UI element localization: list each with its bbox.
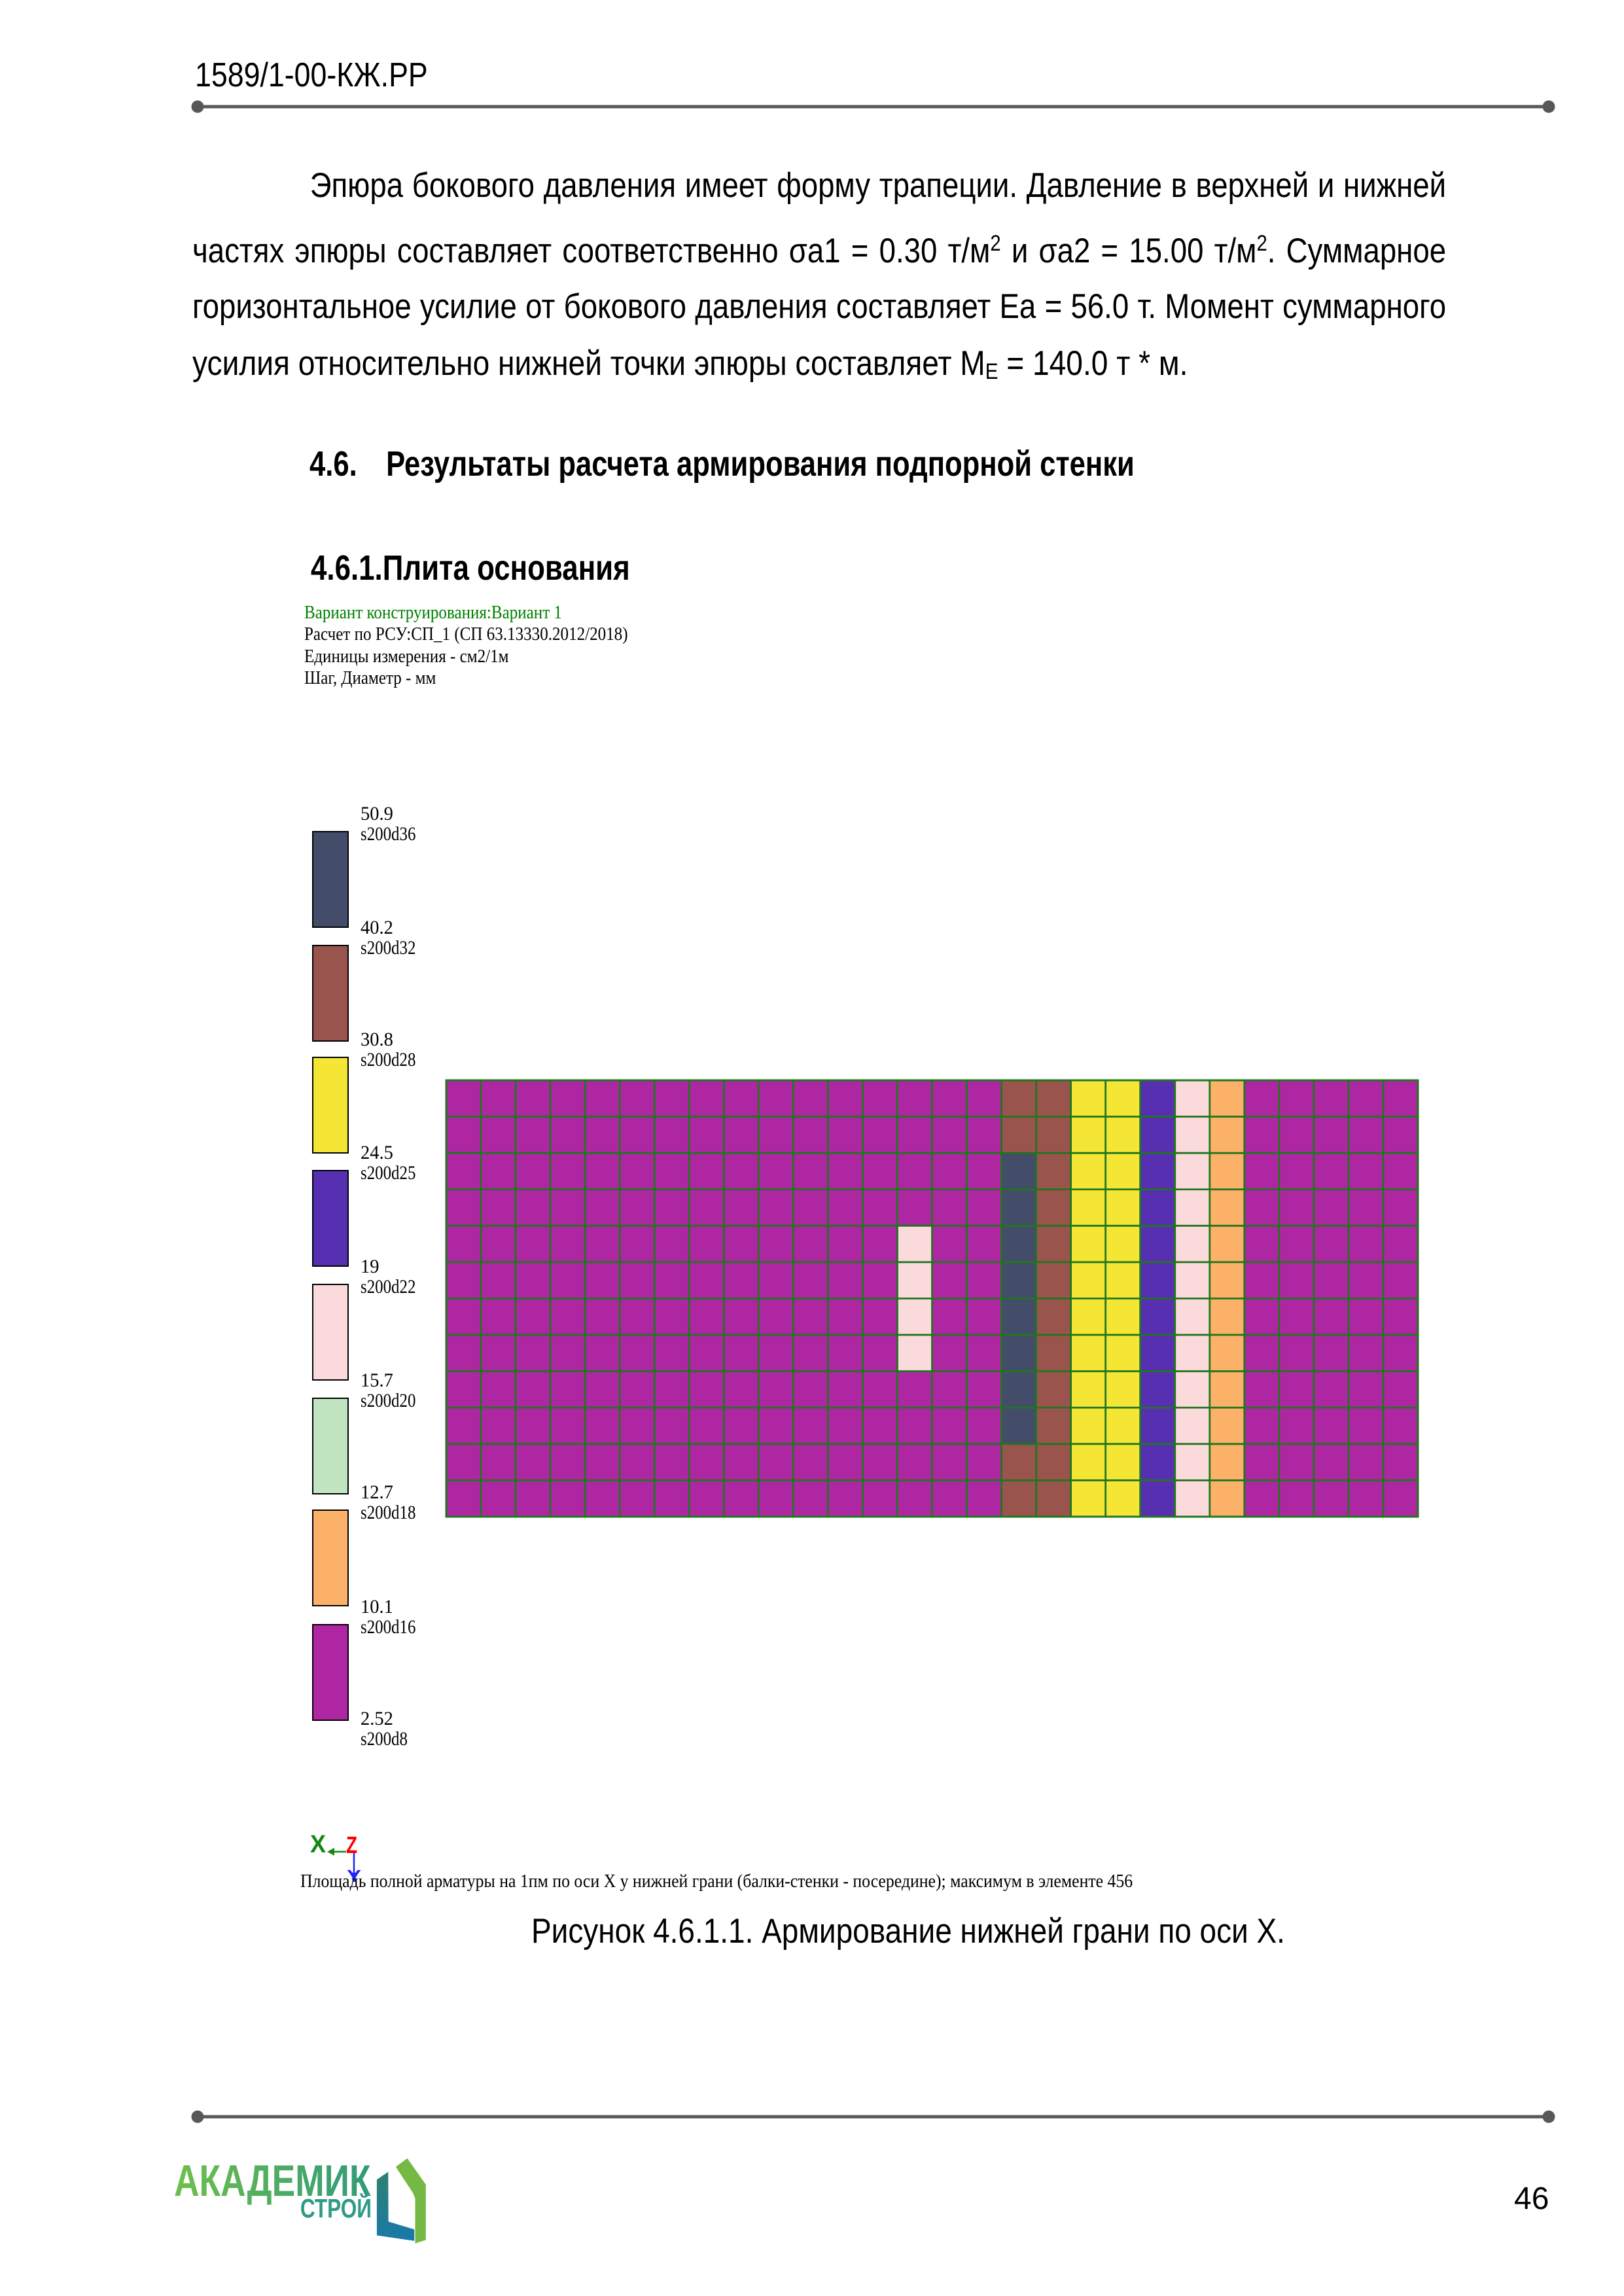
- svg-text:X: X: [310, 1831, 327, 1858]
- svg-text:АКАДЕМИК: АКАДЕМИК: [174, 2156, 371, 2206]
- svg-text:СТРОЙ: СТРОЙ: [300, 2193, 372, 2223]
- svg-text:Z: Z: [346, 1831, 357, 1858]
